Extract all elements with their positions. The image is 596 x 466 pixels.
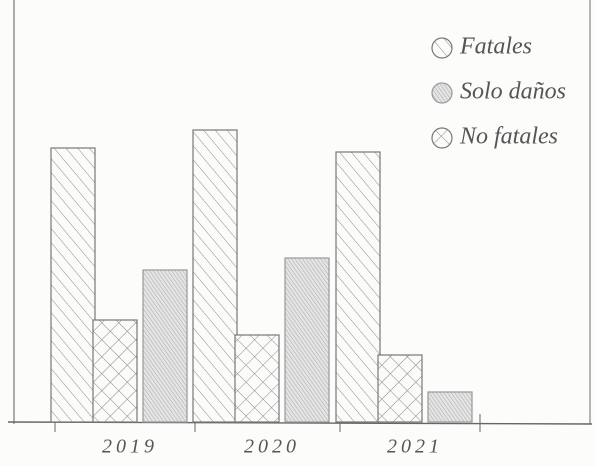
legend-label: Fatales <box>459 34 532 60</box>
legend-label: Solo daños <box>460 79 566 105</box>
legend-swatch <box>431 37 453 59</box>
legend-label: No fatales <box>459 124 558 150</box>
bar <box>335 151 381 423</box>
legend-swatch <box>431 82 453 104</box>
bar <box>284 257 330 423</box>
x-tick-label: 2020 <box>244 436 300 458</box>
bar <box>50 147 96 423</box>
bar <box>192 129 238 423</box>
bar <box>92 319 138 423</box>
bar <box>377 354 423 423</box>
legend-swatch <box>431 127 453 149</box>
bar <box>142 269 188 423</box>
bar <box>427 391 473 423</box>
x-tick-label: 2019 <box>102 436 158 458</box>
x-tick-label: 2021 <box>387 436 443 458</box>
bar <box>234 334 280 423</box>
